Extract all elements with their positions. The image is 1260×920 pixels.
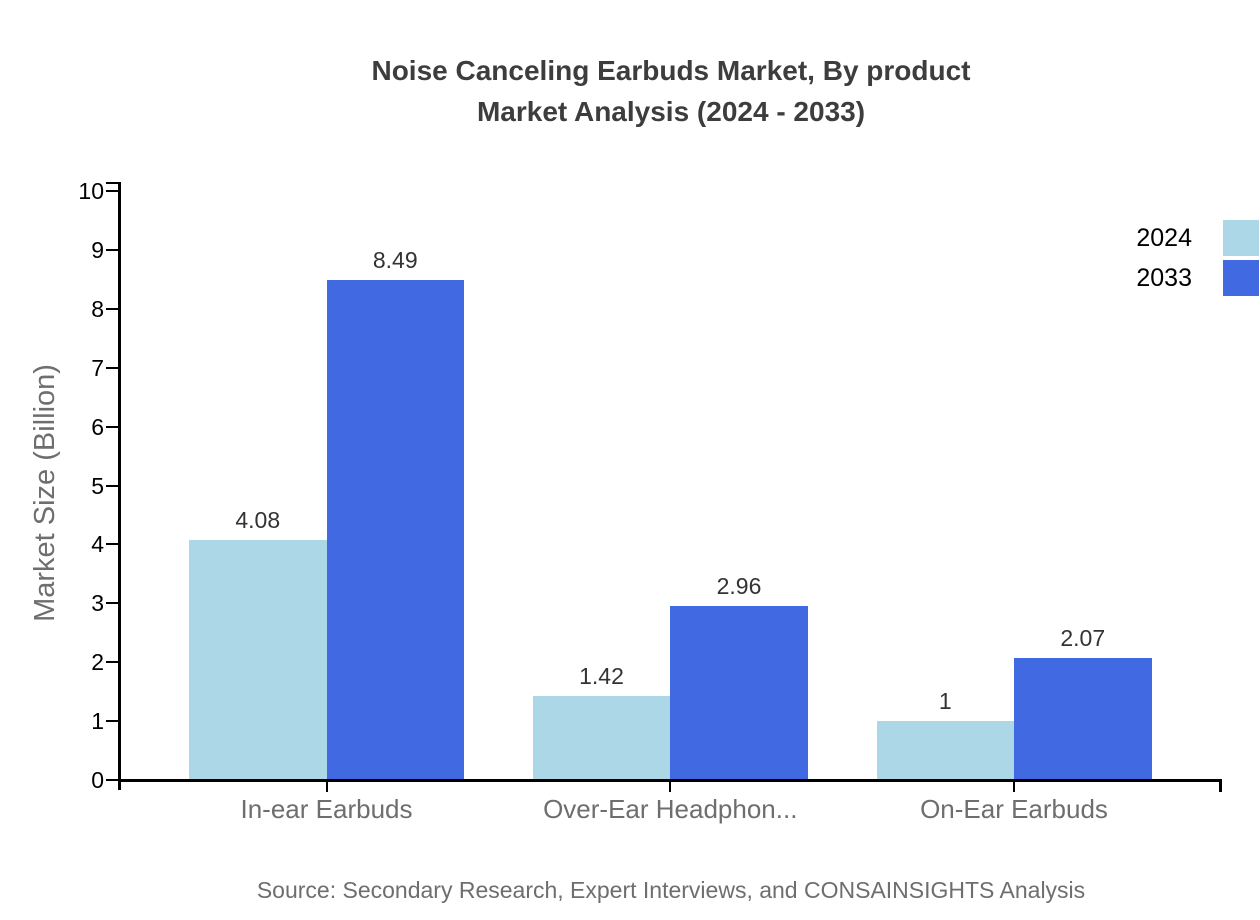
y-tick-label: 6 [91,413,104,440]
legend-label-2024: 2024 [1136,223,1192,252]
legend-item-2033: 2033 [1000,259,1259,297]
y-tick-label: 2 [91,649,104,676]
y-tick [106,720,118,723]
value-label: 1 [938,688,952,715]
y-tick-label: 5 [91,472,104,499]
legend-label-2033: 2033 [1136,263,1192,292]
value-label: 8.49 [372,246,418,273]
y-tick [106,366,118,369]
y-tick-label: 0 [91,767,104,793]
y-axis-cap-tick [106,182,118,184]
bar-2033-1 [326,279,464,780]
bar-2033-2 [670,605,808,780]
bar-2033-3 [1014,658,1152,780]
value-label: 1.42 [579,663,624,690]
source-note: Source: Secondary Research, Expert Inter… [256,877,1086,903]
y-tick [106,484,118,487]
y-tick-label: 9 [91,236,104,263]
y-tick-label: 4 [91,531,104,558]
x-tick [325,780,328,792]
legend-swatch-2024 [1223,220,1259,256]
category-label: On-Ear Earbuds [920,794,1108,824]
x-tick [1013,780,1015,792]
y-tick-label: 7 [91,354,104,381]
bar-2024-2 [532,696,671,780]
bar-2024-1 [189,539,327,780]
x-axis-line [118,779,1222,782]
y-tick [106,425,118,428]
y-axis-title: Market Size (Billion) [29,364,61,622]
y-tick-label: 10 [78,178,104,204]
legend-swatch-2033 [1223,260,1259,296]
value-label: 2.96 [716,572,762,599]
y-tick-label: 1 [91,708,104,735]
x-axis-end-tick [1219,780,1222,792]
chart-title: Noise Canceling Earbuds Market, By produ… [120,50,1222,132]
value-label: 2.07 [1060,625,1106,652]
y-tick [106,779,118,781]
y-tick [106,190,118,192]
y-tick [106,248,118,251]
chart-title-line-2: Market Analysis (2024 - 2033) [476,96,866,127]
category-label: Over-Ear Headphon... [543,794,798,824]
y-tick [106,602,118,605]
y-axis-line [118,182,121,790]
y-tick-label: 3 [91,590,104,617]
x-tick [669,780,672,792]
legend-item-2024: 2024 [1000,219,1259,257]
y-tick [106,661,118,664]
y-tick [106,307,118,310]
bar-2024-3 [876,721,1014,780]
y-tick [106,543,118,546]
chart-title-line-1: Noise Canceling Earbuds Market, By produ… [371,55,971,86]
y-tick-label: 8 [91,295,104,322]
value-label: 4.08 [235,506,281,533]
category-label: In-ear Earbuds [240,794,413,824]
